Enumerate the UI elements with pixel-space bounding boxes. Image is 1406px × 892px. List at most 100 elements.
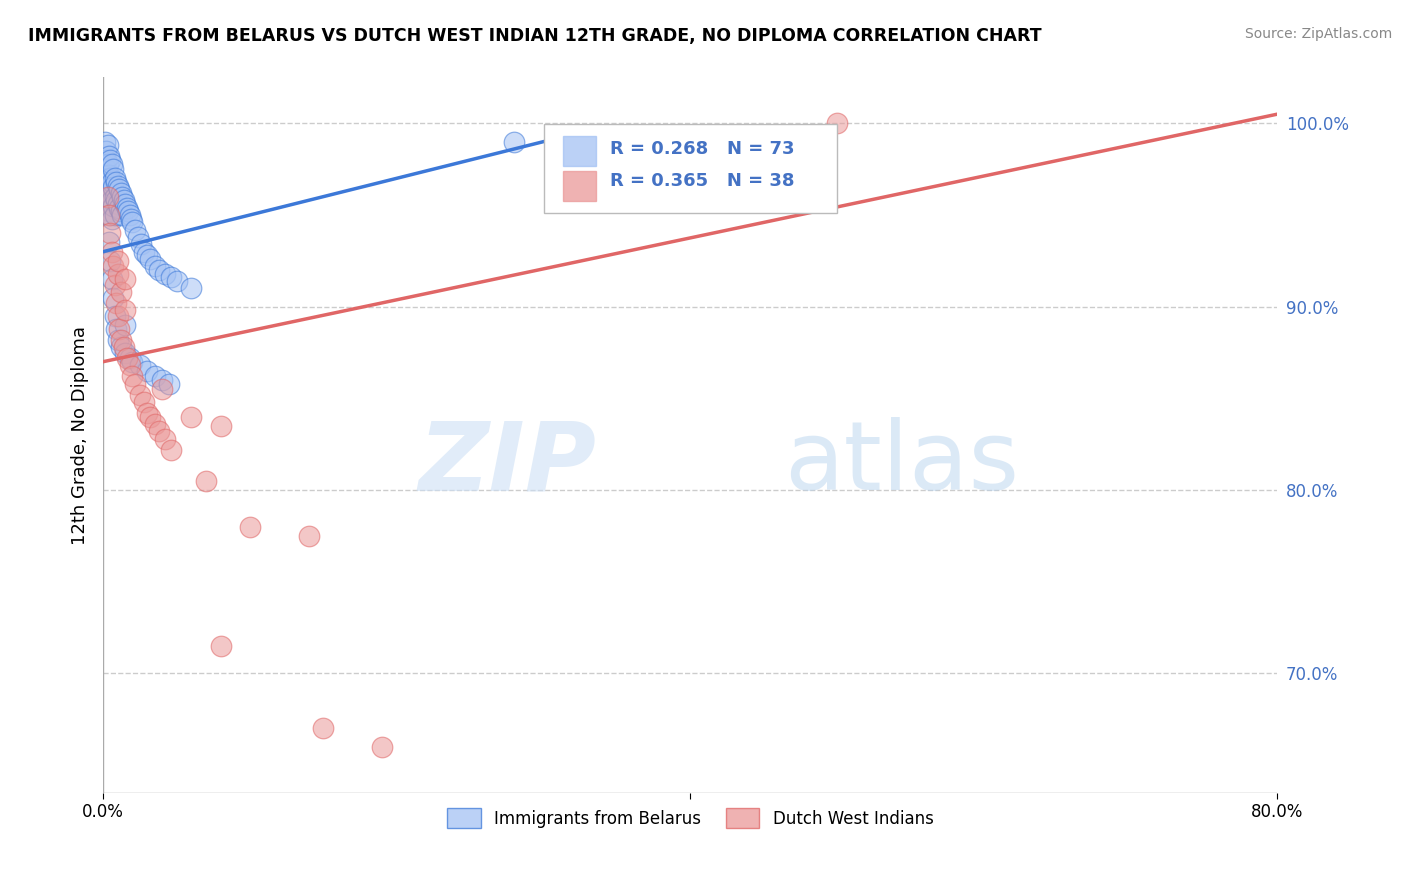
Point <box>194 474 217 488</box>
Point <box>111 208 134 222</box>
Point <box>93 135 115 149</box>
Point <box>312 722 335 736</box>
Point <box>105 321 128 335</box>
Point <box>157 376 180 391</box>
Point <box>107 178 129 193</box>
Point <box>114 272 136 286</box>
Point <box>117 204 139 219</box>
Y-axis label: 12th Grade, No Diploma: 12th Grade, No Diploma <box>72 326 89 544</box>
Point <box>143 417 166 431</box>
Point <box>107 197 129 211</box>
Point <box>114 303 136 318</box>
Point <box>96 175 118 189</box>
Point <box>239 520 262 534</box>
Point <box>209 639 232 653</box>
Point <box>98 208 121 222</box>
Text: R = 0.268   N = 73: R = 0.268 N = 73 <box>610 140 794 158</box>
Point <box>96 194 118 208</box>
Text: Source: ZipAtlas.com: Source: ZipAtlas.com <box>1244 27 1392 41</box>
Point <box>118 208 141 222</box>
Point <box>94 162 117 177</box>
Point <box>101 156 124 170</box>
Point <box>143 260 166 274</box>
Point <box>103 180 125 194</box>
Point <box>136 406 159 420</box>
Point <box>148 425 170 439</box>
Text: R = 0.365   N = 38: R = 0.365 N = 38 <box>610 172 794 190</box>
Point <box>139 409 162 424</box>
Point <box>103 291 125 305</box>
Point <box>110 340 132 354</box>
Point <box>100 171 122 186</box>
Point <box>136 248 159 262</box>
Text: ZIP: ZIP <box>419 417 596 510</box>
Point <box>104 189 127 203</box>
Point <box>108 321 131 335</box>
Point <box>118 351 141 365</box>
Point <box>111 189 134 203</box>
Point <box>101 211 124 226</box>
Point <box>101 194 124 208</box>
Point <box>94 153 117 167</box>
Point <box>128 359 150 373</box>
Point <box>100 253 122 268</box>
Point <box>98 149 121 163</box>
Bar <box>564 171 596 202</box>
Point <box>104 309 127 323</box>
Point <box>98 235 121 250</box>
Point <box>115 351 138 365</box>
Point <box>103 260 125 274</box>
Point <box>150 373 173 387</box>
FancyBboxPatch shape <box>544 124 837 213</box>
Point <box>136 364 159 378</box>
Point <box>103 162 125 177</box>
Point <box>180 281 202 295</box>
Point <box>104 208 127 222</box>
Point <box>121 369 143 384</box>
Point <box>96 138 118 153</box>
Point <box>101 175 124 189</box>
Point <box>124 376 146 391</box>
Point <box>114 318 136 332</box>
Point <box>134 395 156 409</box>
Point <box>114 197 136 211</box>
Point <box>120 211 142 226</box>
Point <box>153 267 176 281</box>
Point <box>98 186 121 200</box>
Point <box>121 354 143 368</box>
Point <box>503 135 526 149</box>
Point <box>159 270 181 285</box>
Point <box>100 208 122 222</box>
Point <box>110 186 132 200</box>
Point <box>105 175 128 189</box>
Text: atlas: atlas <box>785 417 1019 510</box>
Point <box>107 333 129 347</box>
Point <box>134 244 156 259</box>
Point <box>298 529 321 543</box>
Point <box>101 272 124 286</box>
Point <box>121 215 143 229</box>
Point <box>127 230 149 244</box>
Point <box>107 253 129 268</box>
Point <box>105 194 128 208</box>
Point <box>150 382 173 396</box>
Point <box>103 199 125 213</box>
Bar <box>564 136 596 166</box>
Point <box>148 263 170 277</box>
Point <box>108 182 131 196</box>
Point <box>166 274 188 288</box>
Point <box>107 309 129 323</box>
Text: IMMIGRANTS FROM BELARUS VS DUTCH WEST INDIAN 12TH GRADE, NO DIPLOMA CORRELATION : IMMIGRANTS FROM BELARUS VS DUTCH WEST IN… <box>28 27 1042 45</box>
Point <box>110 285 132 299</box>
Point <box>100 189 122 203</box>
Point <box>101 244 124 259</box>
Point <box>180 409 202 424</box>
Legend: Immigrants from Belarus, Dutch West Indians: Immigrants from Belarus, Dutch West Indi… <box>440 802 941 834</box>
Point <box>98 168 121 182</box>
Point <box>153 432 176 446</box>
Point <box>100 153 122 167</box>
Point <box>110 204 132 219</box>
Point <box>143 369 166 384</box>
Point <box>115 201 138 215</box>
Point <box>825 116 848 130</box>
